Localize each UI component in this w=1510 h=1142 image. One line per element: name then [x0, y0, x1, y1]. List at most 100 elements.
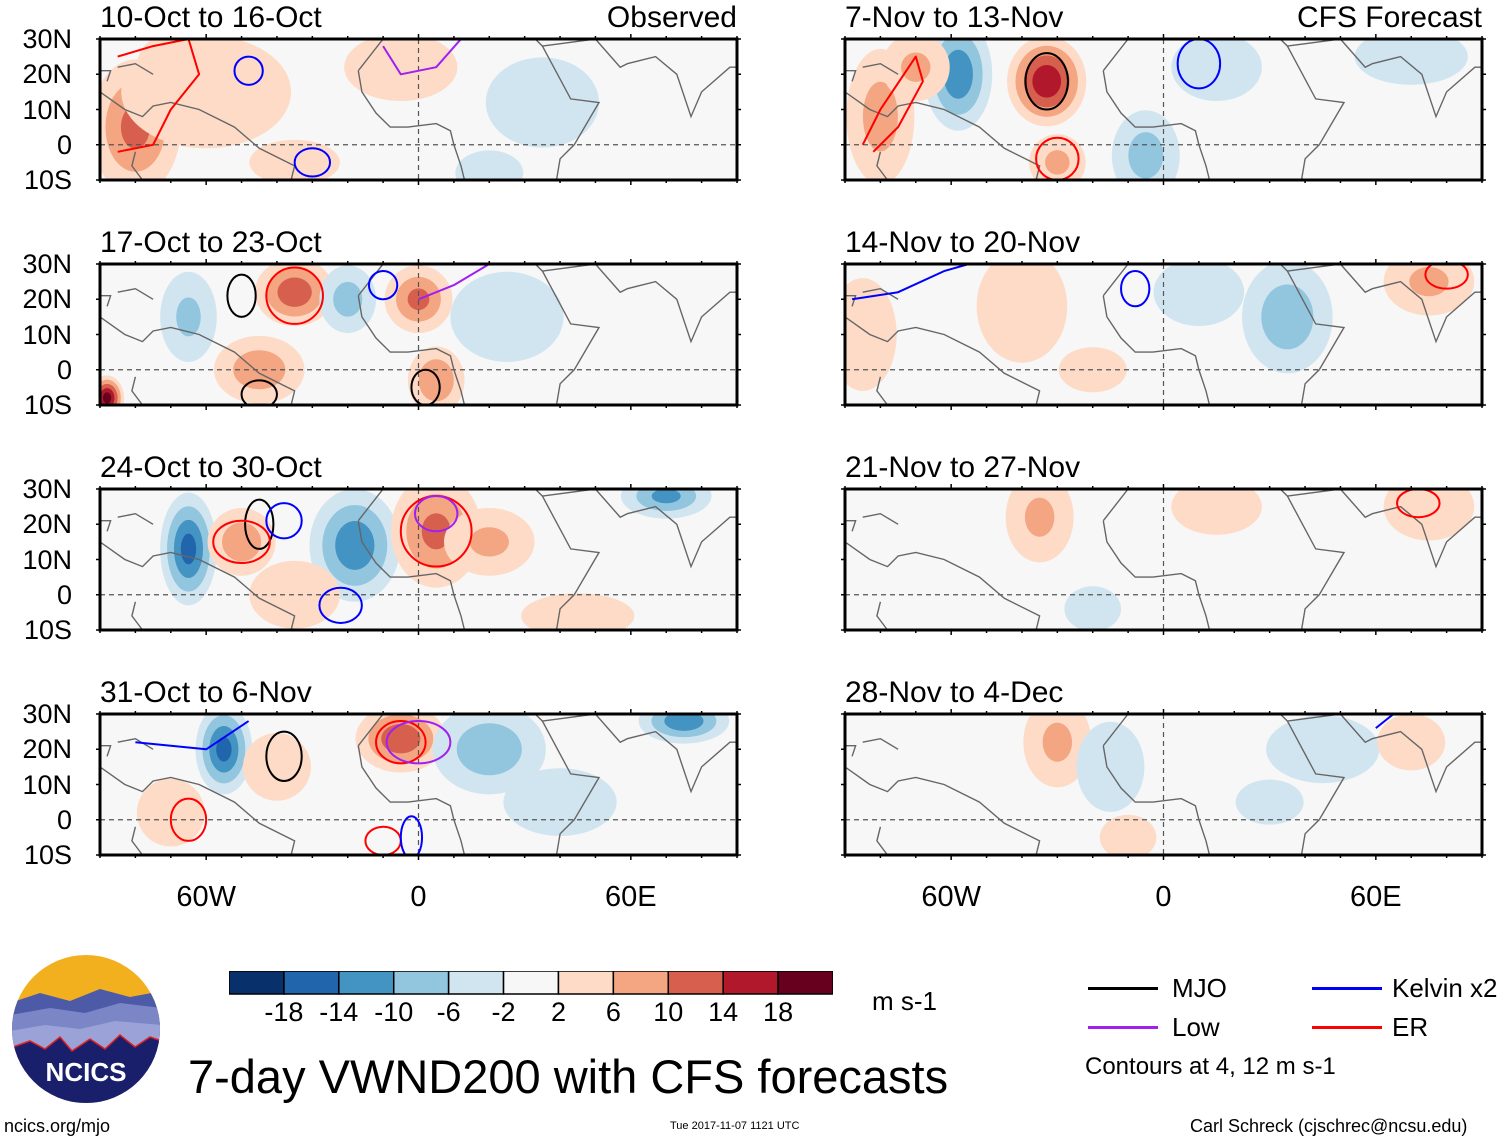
- colorbar-swatch: [612, 971, 670, 995]
- y-tick-label: 10N: [22, 319, 72, 350]
- y-tick-label: 30N: [22, 699, 72, 729]
- coastline: [357, 295, 466, 405]
- legend-line-low: [1088, 1026, 1158, 1029]
- anomaly-shading: [1032, 64, 1062, 98]
- map-panel: [841, 484, 1486, 635]
- x-tick-label: 0: [1155, 881, 1172, 913]
- coastline: [357, 745, 466, 855]
- contour-er: [169, 797, 208, 842]
- coastline: [862, 737, 899, 750]
- contour-kelvin-x2: [293, 147, 332, 178]
- contour-low: [385, 720, 452, 765]
- coastline: [131, 826, 144, 855]
- coastline: [845, 520, 857, 532]
- coastline: [1102, 520, 1211, 630]
- map-panel: [96, 709, 741, 860]
- contour-mjo: [226, 273, 257, 318]
- y-tick-label: 0: [56, 129, 72, 160]
- colorbar-units: m s-1: [872, 986, 937, 1016]
- coastline: [845, 70, 857, 82]
- anomaly-shading: [249, 560, 340, 629]
- coastline: [100, 745, 112, 757]
- legend-label-low: Low: [1172, 1012, 1220, 1042]
- map-panel: [841, 259, 1486, 410]
- contour-kelvin-x2: [318, 586, 363, 624]
- anomaly-shading: [1076, 721, 1145, 812]
- coastline: [542, 264, 737, 344]
- coastline: [100, 316, 296, 405]
- footer-author: Carl Schreck (cjschrec@ncsu.edu): [1190, 1116, 1468, 1136]
- contour-kelvin-x2: [1176, 39, 1222, 90]
- coastline: [542, 714, 737, 794]
- coastline: [1287, 264, 1482, 344]
- colorbar-swatch: [338, 971, 395, 995]
- y-tick-label: 30N: [22, 24, 72, 54]
- coastline: [845, 295, 857, 307]
- anomaly-shading: [102, 392, 112, 404]
- y-tick-label: 10S: [23, 390, 72, 420]
- coastline: [117, 287, 154, 300]
- coastline: [100, 766, 296, 855]
- coastline: [845, 316, 1041, 405]
- legend-label-kelvin: Kelvin x2: [1392, 973, 1498, 1003]
- anomaly-shading: [485, 57, 599, 148]
- y-tick-label: 0: [56, 354, 72, 385]
- panel-title: 31-Oct to 6-Nov: [100, 676, 312, 709]
- anomaly-shading: [1045, 150, 1070, 175]
- y-tick-label: 10N: [22, 769, 72, 800]
- anomaly-shading: [277, 277, 312, 307]
- x-tick-label: 60E: [605, 881, 657, 913]
- coastline: [1102, 489, 1346, 630]
- contour-kelvin-x2: [265, 502, 303, 540]
- coastline: [117, 62, 154, 75]
- footer-url[interactable]: ncics.org/mjo: [4, 1116, 111, 1136]
- colorbar-swatch: [722, 971, 779, 995]
- anomaly-shading: [976, 264, 1068, 363]
- anomaly-shading: [1042, 722, 1073, 762]
- coastline: [1102, 714, 1346, 855]
- coastline: [357, 70, 466, 180]
- coastline: [357, 714, 601, 855]
- map-panel: [96, 484, 741, 635]
- coastline: [357, 489, 601, 630]
- y-tick-label: 10S: [23, 615, 72, 645]
- anomaly-shading: [222, 522, 262, 562]
- panel-title: 17-Oct to 23-Oct: [100, 226, 322, 259]
- coastline: [100, 70, 112, 82]
- anomaly-shading: [1171, 39, 1262, 102]
- figure-title: 7-day VWND200 with CFS forecasts: [188, 1050, 949, 1103]
- coastline: [862, 287, 899, 300]
- colorbar-tick-label: 6: [605, 997, 621, 1027]
- y-tick-label: 10S: [23, 840, 72, 870]
- contour-note: Contours at 4, 12 m s-1: [1085, 1053, 1336, 1080]
- y-tick-label: 30N: [22, 474, 72, 504]
- y-tick-label: 20N: [22, 59, 72, 90]
- contour-low: [382, 39, 462, 76]
- anomaly-shading: [1064, 586, 1122, 630]
- legend-line-mjo: [1088, 987, 1158, 990]
- coastline: [100, 541, 296, 630]
- coastline: [845, 745, 857, 757]
- contour-er: [117, 39, 201, 153]
- coastline: [542, 489, 737, 569]
- coastline: [862, 62, 899, 75]
- coastline: [876, 826, 889, 855]
- contour-kelvin-x2: [399, 815, 424, 855]
- contour-kelvin-x2: [233, 55, 264, 86]
- colorbar-swatch: [777, 971, 833, 995]
- colorbar-tick-label: -10: [374, 997, 414, 1027]
- anomaly-shading: [344, 39, 458, 102]
- anomaly-shading: [664, 714, 704, 731]
- contour-mjo: [1024, 52, 1069, 111]
- coastline: [845, 766, 1041, 855]
- anomaly-shading: [216, 737, 232, 762]
- anomaly-shading: [1354, 39, 1468, 85]
- coastline: [1102, 70, 1211, 180]
- panel-title: 7-Nov to 13-Nov: [845, 1, 1064, 34]
- coastline: [357, 39, 601, 180]
- contour-kelvin-x2: [367, 270, 399, 301]
- anomaly-shading: [503, 768, 617, 836]
- coastline: [1102, 295, 1211, 405]
- panel-title: 10-Oct to 16-Oct: [100, 1, 322, 34]
- colorbar-tick-label: -6: [436, 997, 461, 1027]
